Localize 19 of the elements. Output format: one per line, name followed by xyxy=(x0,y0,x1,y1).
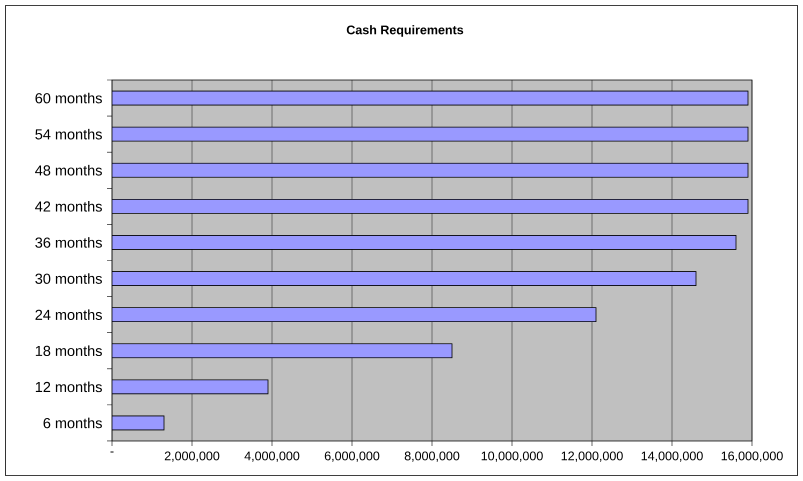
y-tick-label: 12 months xyxy=(36,382,102,392)
x-tick-label: 16,000,000 xyxy=(722,452,783,462)
y-tick-label: 60 months xyxy=(36,92,102,104)
x-tick-label: 6,000,000 xyxy=(324,452,380,462)
y-tick-label: 36 months xyxy=(35,237,102,248)
x-tick-label: 12,000,000 xyxy=(562,452,623,462)
y-tick-label: 42 months xyxy=(35,201,102,212)
y-tick-label: 6 months xyxy=(44,418,102,428)
y-tick-label: 18 months xyxy=(36,345,102,356)
x-tick-label: 8,000,000 xyxy=(404,452,460,462)
x-tick-label: 14,000,000 xyxy=(642,452,703,462)
x-tick-label: 2,000,000 xyxy=(164,452,220,462)
x-tick-label: 10,000,000 xyxy=(482,452,543,462)
y-tick-label: 54 months xyxy=(35,128,102,140)
x-tick-label: 4,000,000 xyxy=(244,452,300,462)
y-tick-label: 30 months xyxy=(35,273,102,284)
y-tick-label: 48 months xyxy=(35,164,102,176)
chart-title: Cash Requirements xyxy=(346,25,464,37)
y-tick-label: 24 months xyxy=(36,309,102,320)
